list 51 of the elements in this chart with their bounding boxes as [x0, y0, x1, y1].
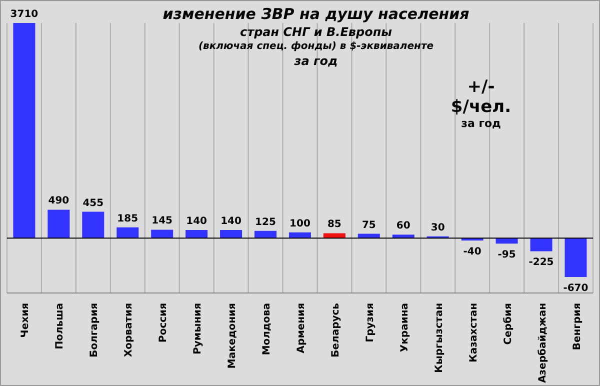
x-tick-label: Армения — [296, 303, 307, 354]
bar — [323, 233, 346, 238]
data-label: 100 — [290, 218, 310, 230]
data-label: 75 — [362, 220, 376, 231]
chart-title: изменение ЗВР на душу населения — [162, 5, 470, 23]
data-label: 60 — [396, 220, 410, 232]
bar — [220, 230, 242, 238]
x-tick-label: Македония — [227, 303, 238, 369]
data-label: 455 — [82, 198, 104, 209]
data-label: 145 — [152, 216, 173, 227]
bar — [151, 230, 174, 238]
annotation: $/чел. — [450, 97, 512, 117]
x-tick-label: Молдова — [262, 303, 273, 356]
x-tick-label: Венгрия — [572, 303, 583, 350]
data-label: 3710 — [10, 9, 38, 20]
data-label: -95 — [498, 250, 516, 261]
x-tick-label: Азербайджан — [537, 302, 548, 383]
x-tick-label: Кыргызстан — [434, 302, 445, 373]
annotation: за год — [460, 117, 502, 130]
x-tick-label: Чехия — [20, 303, 32, 338]
bar — [530, 238, 552, 252]
data-label: -40 — [463, 246, 482, 258]
data-label: 140 — [186, 216, 208, 228]
data-label: 140 — [220, 216, 242, 228]
x-tick-label: Беларусь — [330, 303, 342, 358]
x-tick-label: Польша — [54, 303, 66, 350]
bar — [564, 238, 587, 277]
bar — [82, 212, 104, 238]
bar — [13, 23, 36, 238]
data-label: 185 — [117, 213, 138, 224]
bar — [254, 230, 276, 238]
bar — [496, 238, 518, 244]
data-label: 490 — [48, 196, 70, 207]
annotation: +/- — [466, 77, 496, 97]
data-label: 30 — [430, 222, 445, 234]
x-tick-label: Болгария — [89, 303, 100, 358]
x-tick-label: Сербия — [502, 303, 514, 345]
data-label: -225 — [528, 257, 554, 268]
x-tick-label: Казахстан — [468, 302, 480, 362]
x-tick-label: Россия — [158, 303, 170, 342]
data-label: 85 — [327, 219, 342, 230]
x-tick-label: Хорватия — [124, 303, 135, 358]
bar — [186, 230, 208, 238]
x-tick-label: Грузия — [364, 303, 376, 342]
text: стран СНГ и В.Европы (включая спец. фонды) в $-эквиваленте за год — [197, 25, 435, 68]
data-label: 125 — [255, 216, 276, 228]
data-label: -670 — [563, 283, 588, 294]
x-tick-label: Украина — [399, 303, 410, 352]
bar — [48, 210, 70, 238]
x-tick-label: Румыния — [192, 303, 204, 354]
bar — [116, 227, 139, 238]
